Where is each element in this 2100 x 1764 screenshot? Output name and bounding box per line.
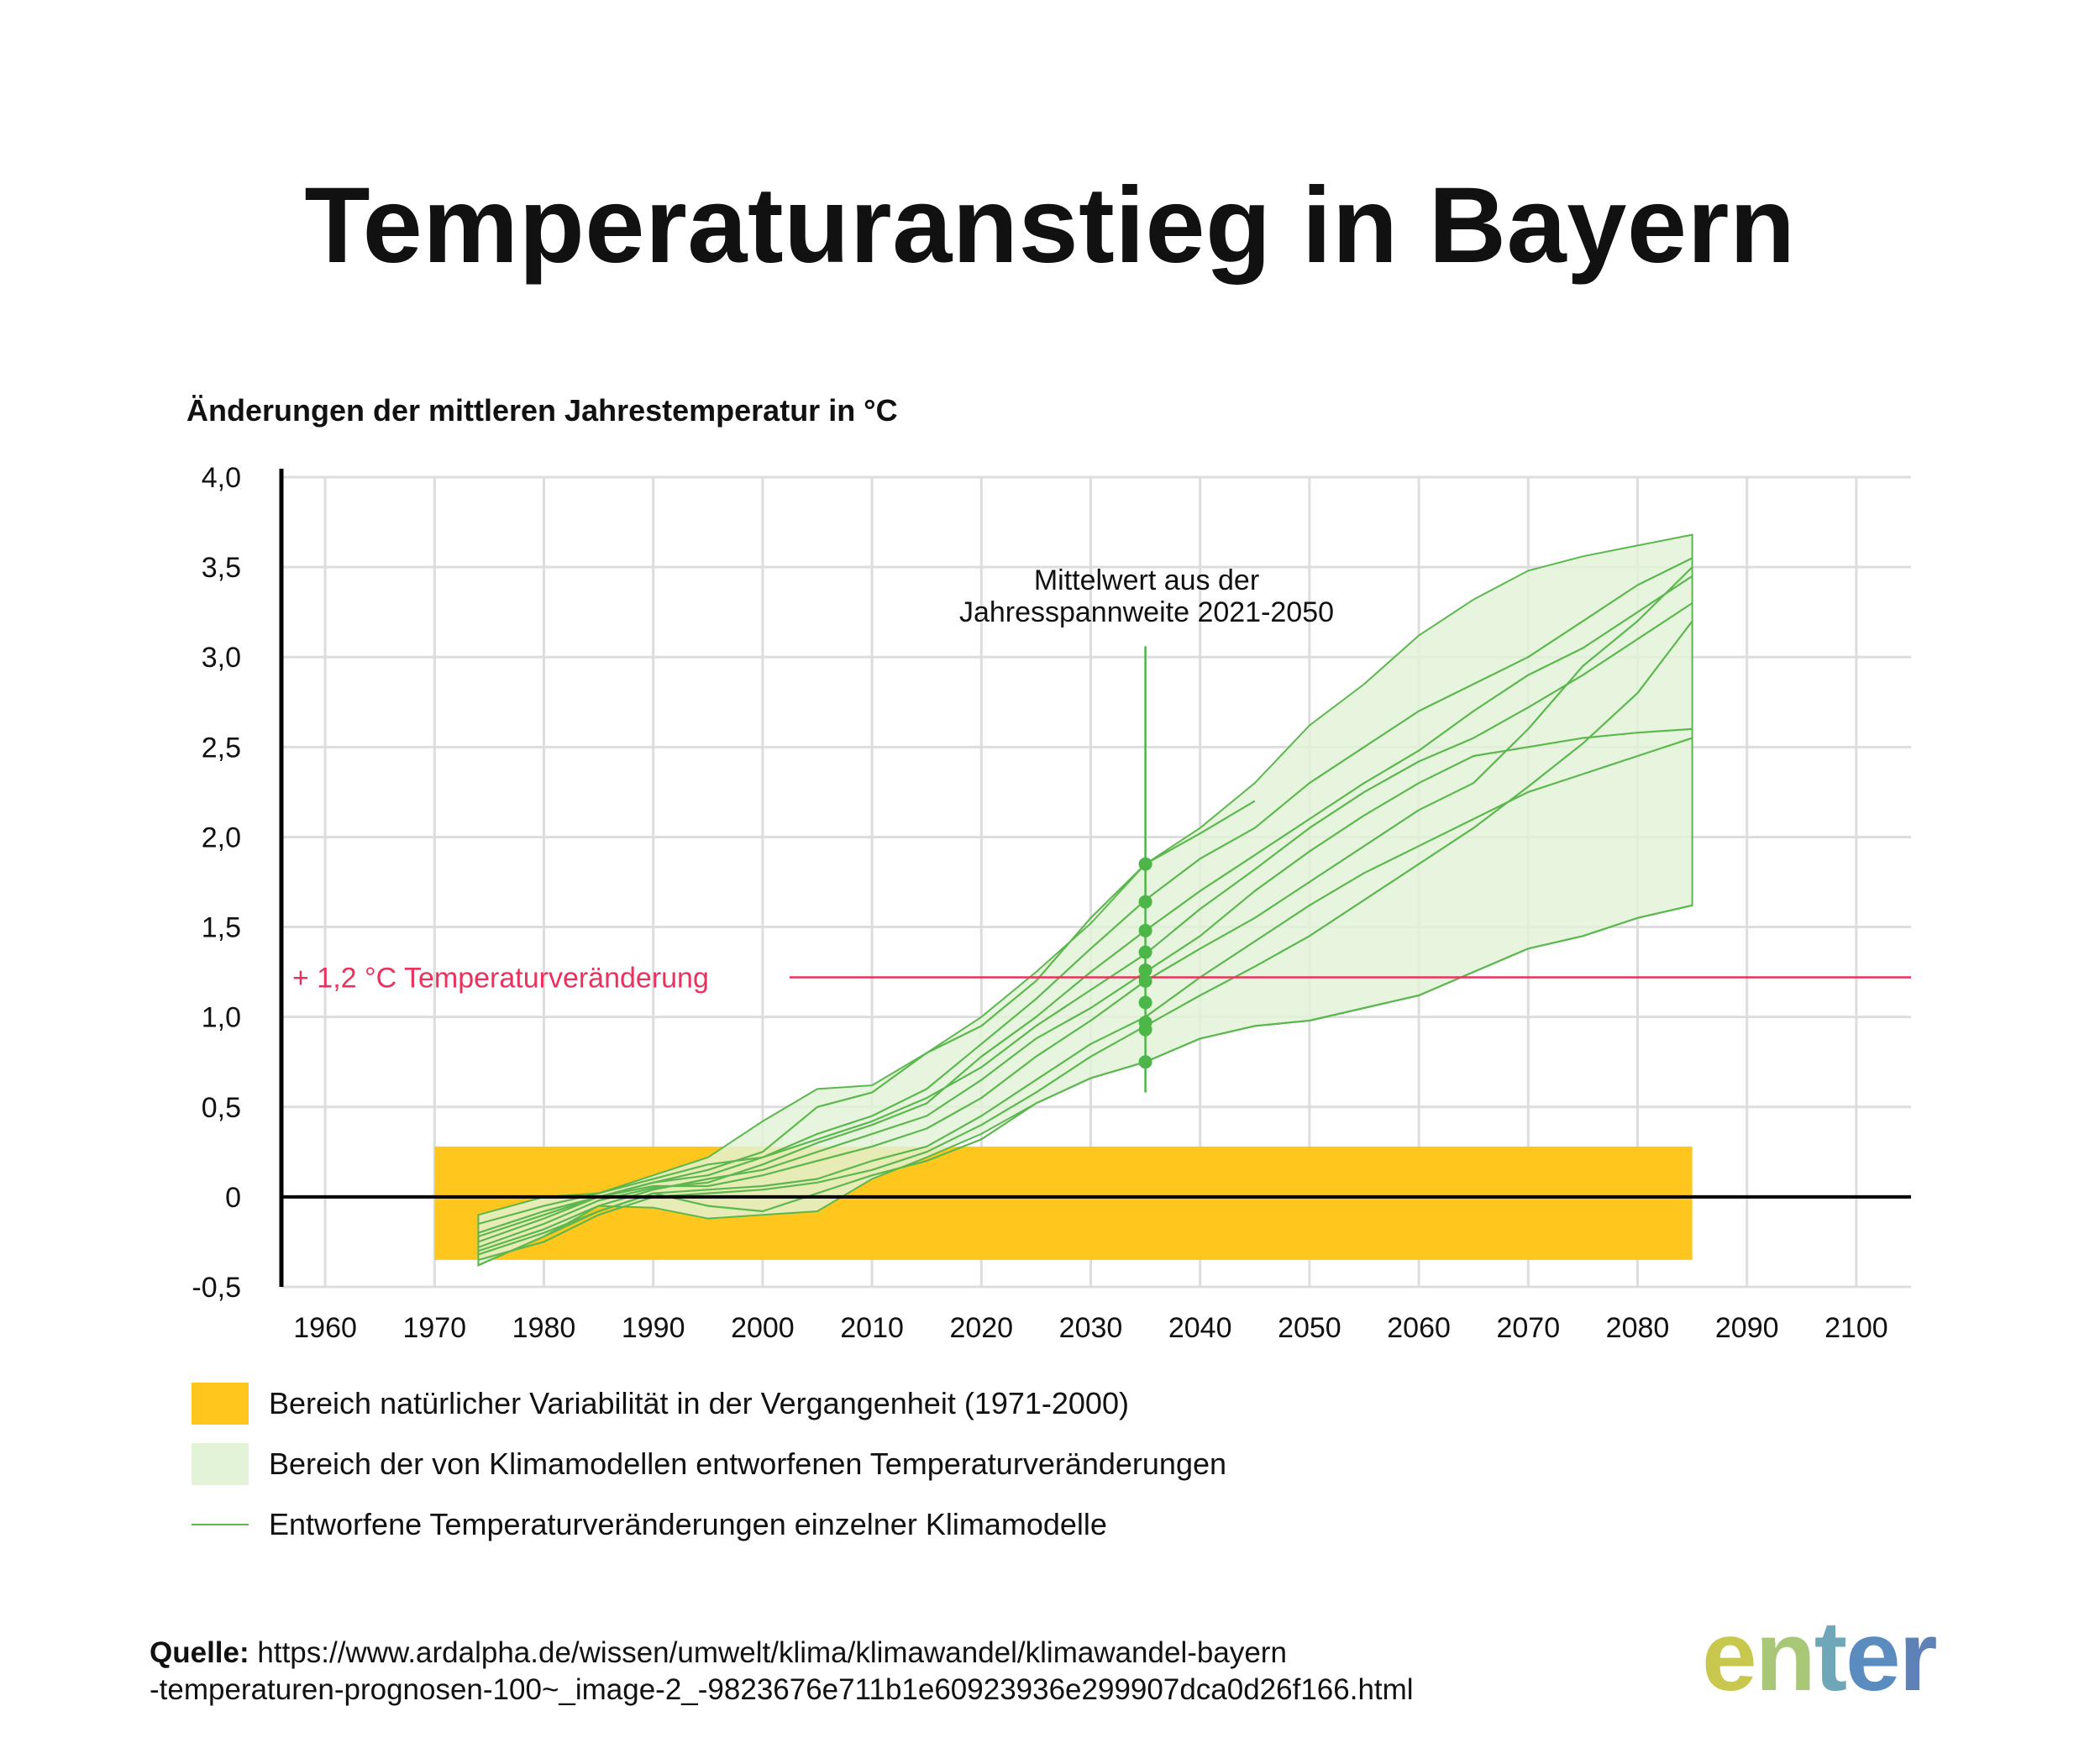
enter-logo: enter: [1702, 1599, 1938, 1714]
y-tick-label: 2,0: [202, 822, 241, 853]
legend-label: Bereich natürlicher Variabilität in der …: [269, 1386, 1129, 1420]
page-title: Temperaturanstieg in Bayern: [304, 165, 1796, 286]
y-tick-label: 1,5: [202, 912, 241, 944]
mean-dot: [1138, 963, 1152, 977]
mean-annotation: Jahresspannweite 2021-2050: [959, 596, 1334, 628]
y-tick-label: 3,0: [202, 642, 241, 674]
model-line: [478, 727, 1693, 1252]
legend-label: Entworfene Temperaturveränderungen einze…: [269, 1507, 1107, 1541]
y-tick-label: 3,5: [202, 552, 241, 584]
model-line: [478, 575, 1693, 1248]
model-line: [478, 557, 1693, 1243]
x-tick-label: 1990: [622, 1312, 685, 1344]
model-line: [477, 904, 1693, 1267]
mean-dot: [1138, 1022, 1152, 1037]
legend-swatch-line: [192, 1524, 249, 1525]
x-tick-label: 2010: [840, 1312, 904, 1344]
source-url-line-2[interactable]: -temperaturen-prognosen-100~_image-2_-98…: [150, 1673, 1414, 1706]
mean-dot: [1138, 895, 1152, 909]
source-citation: Quelle: https://www.ardalpha.de/wissen/u…: [150, 1635, 1414, 1709]
logo-letter: e: [1845, 1601, 1901, 1712]
y-tick-label: -0,5: [192, 1272, 241, 1304]
logo-letter: e: [1702, 1601, 1757, 1712]
x-tick-label: 2020: [949, 1312, 1013, 1344]
mean-dot: [1138, 857, 1152, 871]
mean-dot: [1138, 1055, 1152, 1069]
legend-label: Bereich der von Klimamodellen entworfene…: [269, 1446, 1227, 1481]
x-tick-label: 2100: [1824, 1312, 1888, 1344]
x-tick-label: 2050: [1278, 1312, 1341, 1344]
logo-letter: t: [1814, 1601, 1847, 1712]
logo-letter: n: [1755, 1601, 1816, 1712]
x-tick-label: 2080: [1606, 1312, 1670, 1344]
mean-dot: [1138, 974, 1152, 988]
model-line: [478, 737, 1693, 1256]
source-label: Quelle:: [150, 1636, 249, 1669]
model-line: [478, 620, 1693, 1261]
x-tick-label: 1960: [293, 1312, 357, 1344]
model-line: [478, 602, 1693, 1226]
y-tick-label: 2,5: [202, 732, 241, 764]
legend-swatch-range: [192, 1443, 249, 1485]
mean-dot: [1138, 945, 1152, 959]
x-tick-label: 2090: [1715, 1312, 1779, 1344]
reference-line-label: + 1,2 °C Temperaturveränderung: [292, 963, 709, 995]
model-line: [478, 566, 1693, 1238]
x-tick-label: 1980: [512, 1312, 576, 1344]
x-tick-label: 1970: [402, 1312, 466, 1344]
logo-letter: r: [1898, 1601, 1938, 1712]
mean-dot: [1138, 995, 1152, 1010]
y-tick-label: 4,0: [202, 462, 241, 494]
x-tick-label: 2040: [1168, 1312, 1232, 1344]
mean-annotation: Mittelwert aus der: [1034, 564, 1259, 596]
source-url-line-1[interactable]: https://www.ardalpha.de/wissen/umwelt/kl…: [257, 1636, 1287, 1669]
temperature-chart: 1960 1970 1980 1990 2000 2010 2020 2030 2040 2050…: [192, 462, 1911, 1344]
x-tick-label: 2070: [1496, 1312, 1560, 1344]
chart-subtitle: Änderungen der mittleren Jahrestemperatu…: [186, 393, 898, 428]
x-tick-label: 2060: [1387, 1312, 1451, 1344]
x-tick-label: 2030: [1059, 1312, 1123, 1344]
mean-dot: [1138, 923, 1152, 937]
legend-swatch-band: [192, 1383, 249, 1425]
y-tick-label: 0: [225, 1182, 241, 1214]
y-tick-label: 1,0: [202, 1002, 241, 1034]
x-tick-label: 2000: [731, 1312, 795, 1344]
y-tick-label: 0,5: [202, 1092, 241, 1124]
